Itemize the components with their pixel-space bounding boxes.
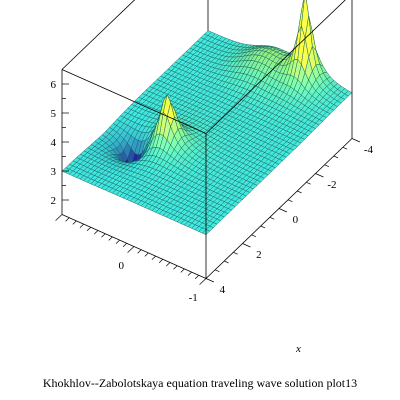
x-tick-label--4: -4 xyxy=(364,144,374,156)
tick-mark xyxy=(180,268,185,273)
x-tick-label-0: 0 xyxy=(293,214,299,226)
x-tick-label-4: 4 xyxy=(220,284,226,296)
tick-mark xyxy=(137,249,142,254)
tick-mark xyxy=(315,173,324,178)
box-edge-top-front-left xyxy=(61,69,207,134)
tick-mark xyxy=(351,138,361,143)
tick-mark xyxy=(194,275,200,280)
tick-mark xyxy=(86,227,92,232)
tick-mark xyxy=(122,243,128,248)
tick-mark xyxy=(115,239,120,244)
x-tick-label--2: -2 xyxy=(327,179,336,191)
box-edge-back-top-y xyxy=(61,0,136,70)
tick-mark xyxy=(151,255,156,260)
z-tick-label-2: 2 xyxy=(51,195,57,207)
tick-mark xyxy=(79,223,84,228)
tick-mark xyxy=(166,262,171,267)
tick-mark xyxy=(233,251,238,255)
tick-mark xyxy=(287,199,293,203)
tick-mark xyxy=(101,233,106,238)
z-tick-label-4: 4 xyxy=(51,137,57,149)
tick-mark xyxy=(144,252,149,257)
tick-mark xyxy=(242,243,251,248)
x-axis-label: x xyxy=(295,343,301,355)
tick-mark xyxy=(324,164,330,168)
tick-mark xyxy=(94,230,99,235)
tick-mark xyxy=(72,220,77,225)
surface-mesh xyxy=(61,0,353,235)
tick-mark xyxy=(333,155,339,159)
tick-mark xyxy=(269,216,275,220)
tick-mark xyxy=(224,260,229,264)
tick-mark xyxy=(260,225,266,229)
y-tick-label--1: -1 xyxy=(189,292,198,304)
tick-mark xyxy=(187,271,192,276)
tick-mark xyxy=(173,265,178,270)
tick-mark xyxy=(278,208,288,213)
tick-mark xyxy=(297,190,302,194)
tick-mark xyxy=(251,234,257,238)
z-tick-label-3: 3 xyxy=(51,166,57,178)
tick-mark xyxy=(342,146,348,150)
tick-mark xyxy=(306,181,311,185)
box-edge-top-front-right xyxy=(205,0,346,134)
tick-mark xyxy=(199,278,207,285)
plot-caption: Khokhlov--Zabolotskaya equation travelin… xyxy=(42,376,358,390)
tick-mark xyxy=(65,217,70,222)
tick-mark xyxy=(214,269,220,273)
tick-mark xyxy=(127,246,135,253)
z-tick-label-5: 5 xyxy=(51,108,57,120)
x-tick-label-2: 2 xyxy=(256,249,262,261)
tick-mark xyxy=(158,259,164,264)
tick-mark xyxy=(205,278,215,283)
tick-mark xyxy=(55,214,63,221)
tick-mark xyxy=(108,236,113,241)
axis-ticks: 2 3 4 5 6 -1 0 -4 -2 0 2 4 xyxy=(51,79,374,304)
z-tick-label-6: 6 xyxy=(51,79,57,91)
y-tick-label-0: 0 xyxy=(118,260,124,272)
